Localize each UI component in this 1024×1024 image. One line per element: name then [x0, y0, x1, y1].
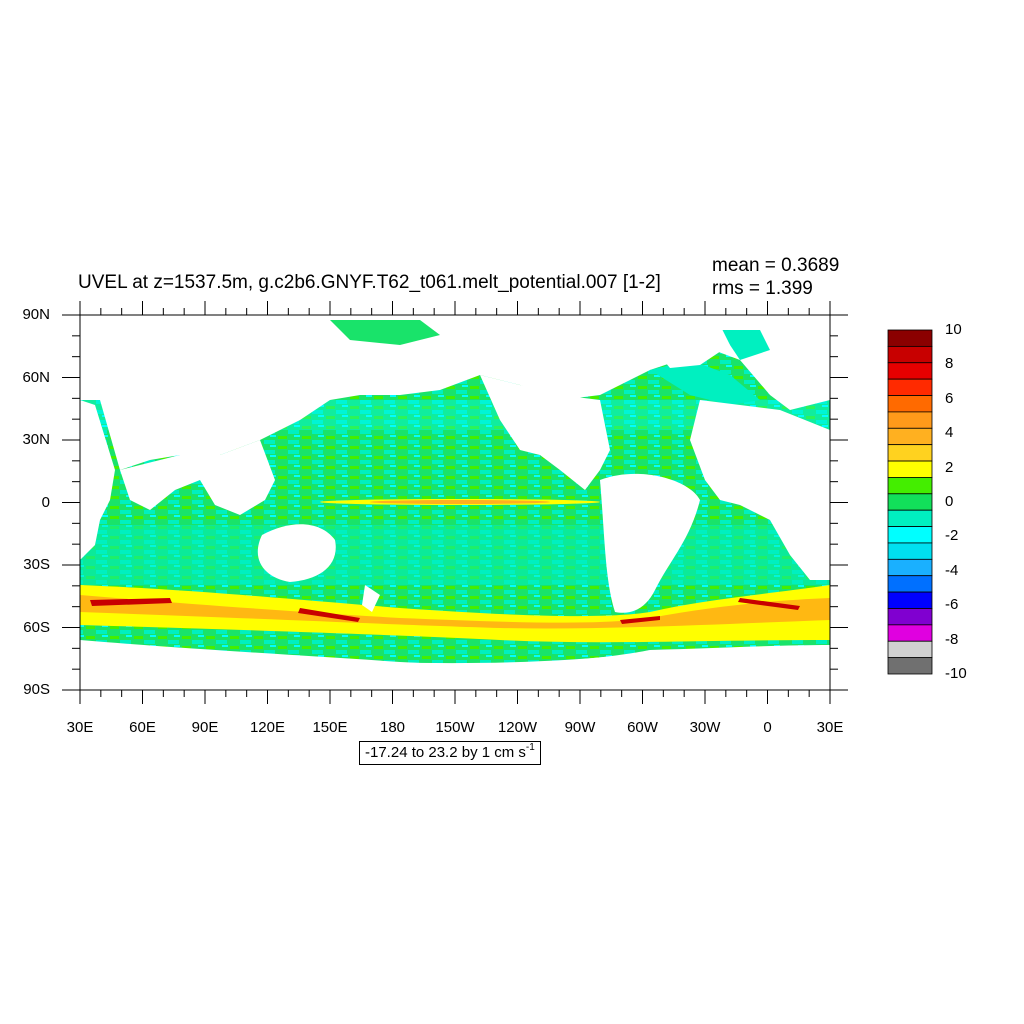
- y-tick-label: 30N: [22, 431, 50, 448]
- colorbar-swatch: [887, 509, 933, 527]
- colorbar-swatch: [887, 526, 933, 544]
- southern-subtropic-band: [80, 525, 830, 585]
- colorbar-swatch: [887, 542, 933, 560]
- africa: [80, 400, 115, 560]
- colorbar-label: 8: [945, 355, 954, 373]
- colorbar-label: -4: [945, 561, 959, 579]
- south-america: [600, 473, 700, 613]
- colorbar-swatch: [887, 624, 933, 642]
- x-tick-label: 0: [763, 719, 772, 736]
- y-tick-label: 0: [41, 493, 50, 511]
- colorbar-swatch: [887, 657, 933, 675]
- antarctica: [80, 645, 830, 690]
- colorbar-label: 4: [945, 424, 954, 442]
- colorbar-swatch: [887, 378, 933, 396]
- colorbar-swatch: [887, 640, 933, 659]
- colorbar-swatch: [887, 427, 933, 446]
- circumpolar-current: [80, 585, 830, 643]
- x-tick-label: 90E: [191, 719, 219, 736]
- colorbar-label: -8: [945, 630, 959, 648]
- x-tick-label: 150W: [435, 719, 475, 736]
- y-tick-label: 30S: [23, 556, 50, 573]
- ocean-field: [80, 315, 830, 690]
- x-tick-label: 30E: [66, 719, 94, 736]
- x-tick-label: 90W: [564, 719, 596, 736]
- colorbar-swatch: [887, 493, 933, 511]
- colorbar-label: 2: [945, 458, 954, 476]
- x-tick-label: 30E: [816, 719, 844, 736]
- colorbar-swatch: [887, 591, 933, 609]
- greenland: [655, 325, 730, 368]
- x-tick-label: 30W: [689, 719, 721, 736]
- colorbar-swatch: [887, 575, 933, 593]
- mean-stat: mean = 0.3689: [712, 255, 840, 276]
- colorbar-swatch: [887, 444, 933, 462]
- australia: [257, 524, 336, 582]
- x-tick-label: 180: [379, 719, 406, 736]
- y-tick-label: 90N: [22, 306, 50, 323]
- colorbar-label: 0: [945, 493, 954, 510]
- colorbar-swatch: [887, 411, 933, 429]
- contour-range-box: -17.24 to 23.2 by 1 cm s-1: [359, 741, 541, 765]
- colorbar-label: 10: [945, 321, 962, 338]
- colorbar-label: -2: [945, 527, 959, 545]
- x-tick-label: 60E: [129, 719, 156, 736]
- colorbar-swatch: [887, 460, 933, 478]
- colorbar-swatch: [887, 362, 933, 380]
- asia: [120, 440, 275, 515]
- colorbar-swatch: [887, 477, 933, 495]
- contour-range-text: -17.24 to 23.2 by 1 cm s: [365, 744, 526, 761]
- colorbar-swatch: [887, 395, 933, 413]
- y-tick-label: 60N: [22, 368, 50, 386]
- axis-ticks: [62, 301, 848, 704]
- colorbar-swatch: [887, 558, 933, 577]
- plot-title: UVEL at z=1537.5m, g.c2b6.GNYF.T62_t061.…: [78, 272, 661, 293]
- x-tick-label: 60W: [627, 719, 658, 736]
- colorbar: [887, 329, 933, 675]
- x-tick-label: 120W: [497, 719, 538, 736]
- colorbar-swatch: [887, 608, 933, 626]
- colorbar-label: -6: [945, 596, 959, 614]
- northern-land: [80, 315, 830, 470]
- africa-europe: [690, 400, 830, 580]
- x-tick-label: 120E: [249, 719, 286, 736]
- y-tick-label: 90S: [23, 681, 50, 698]
- rms-stat: rms = 1.399: [712, 278, 813, 299]
- contour-unit-exponent: -1: [525, 742, 535, 753]
- colorbar-swatch: [887, 329, 933, 347]
- colorbar-label: 6: [945, 389, 954, 407]
- north-america: [480, 375, 610, 490]
- y-tick-label: 60S: [23, 618, 50, 636]
- x-tick-label: 150E: [312, 719, 348, 736]
- colorbar-label: -10: [945, 665, 967, 682]
- colorbar-swatch: [887, 345, 933, 364]
